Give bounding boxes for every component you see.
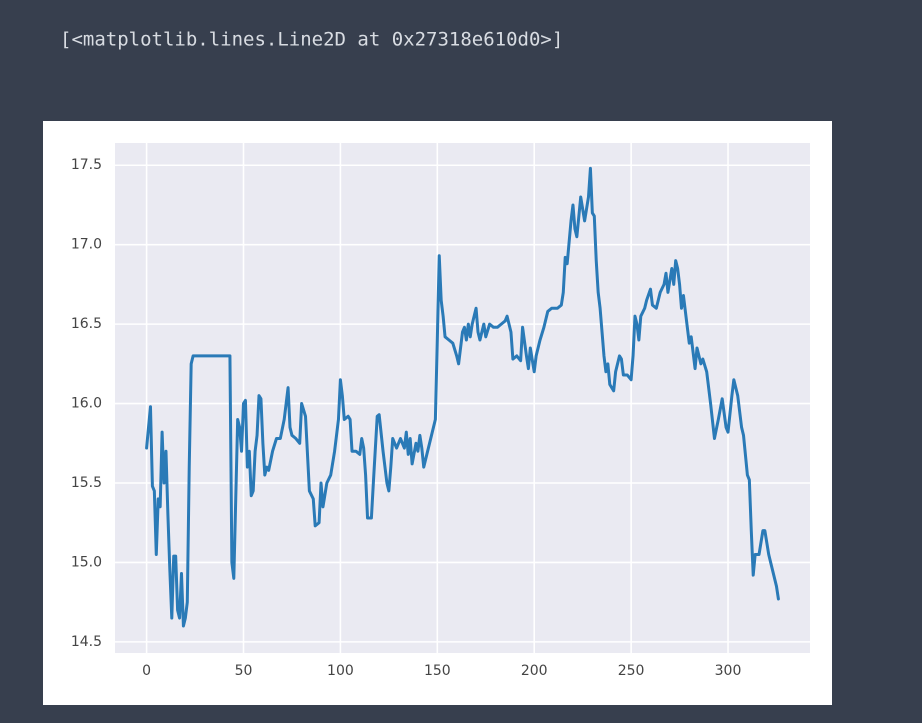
y-tick-label: 16.5	[71, 316, 102, 332]
x-tick-label: 50	[235, 663, 253, 679]
x-tick-label: 100	[327, 663, 354, 679]
output-text: [<matplotlib.lines.Line2D at 0x27318e610…	[60, 29, 563, 51]
y-tick-label: 14.5	[71, 634, 102, 650]
y-tick-label: 15.0	[71, 554, 102, 570]
marks	[145, 166, 780, 628]
plot-area	[115, 143, 810, 653]
x-tick-label: 250	[618, 663, 645, 679]
y-tick-label: 16.0	[71, 396, 102, 412]
x-tick-label: 300	[715, 663, 742, 679]
y-tick-label: 15.5	[71, 475, 102, 491]
x-tick-label: 150	[424, 663, 451, 679]
y-tick-label: 17.0	[71, 237, 102, 253]
x-tick-label: 200	[521, 663, 548, 679]
data-line	[145, 166, 780, 628]
y-tick-label: 17.5	[71, 157, 102, 173]
x-tick-label: 0	[142, 663, 151, 679]
